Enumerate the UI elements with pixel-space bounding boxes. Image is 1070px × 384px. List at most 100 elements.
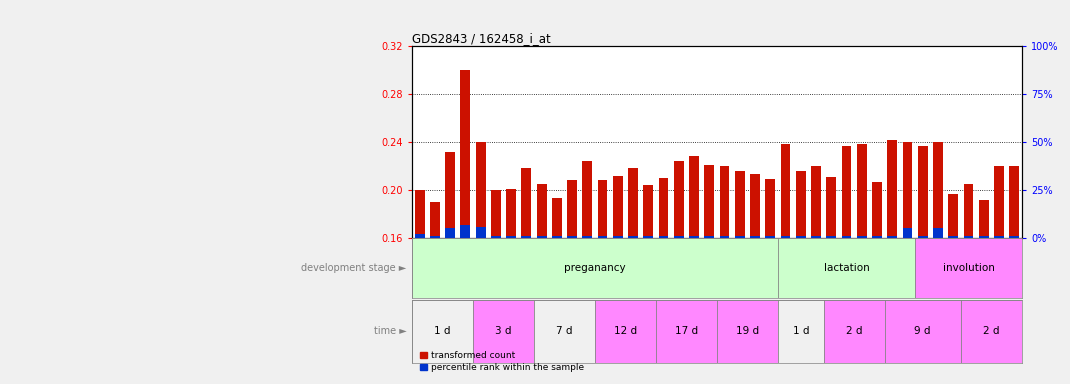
Bar — [582, 161, 593, 238]
Text: lactation: lactation — [824, 263, 870, 273]
Bar — [536, 184, 547, 238]
Bar — [933, 228, 943, 238]
Bar — [979, 200, 989, 238]
Bar — [689, 236, 699, 238]
Bar — [1009, 166, 1020, 238]
Bar — [948, 236, 959, 238]
Bar — [857, 236, 867, 238]
Text: 7 d: 7 d — [556, 326, 572, 336]
Bar — [597, 236, 608, 238]
Text: 1 d: 1 d — [793, 326, 809, 336]
Bar — [445, 152, 455, 238]
Bar — [765, 179, 776, 238]
Bar — [796, 236, 806, 238]
Bar — [719, 236, 730, 238]
Bar — [534, 300, 595, 363]
Text: 2 d: 2 d — [846, 326, 862, 336]
Bar — [643, 185, 654, 238]
Bar — [460, 70, 471, 238]
Bar — [491, 236, 501, 238]
Bar — [811, 166, 821, 238]
Bar — [475, 227, 486, 238]
Bar — [918, 146, 928, 238]
Bar — [778, 300, 824, 363]
Bar — [552, 199, 562, 238]
Bar — [1009, 236, 1020, 238]
Bar — [750, 236, 760, 238]
Text: 17 d: 17 d — [675, 326, 698, 336]
Bar — [811, 236, 821, 238]
Bar — [430, 202, 440, 238]
Bar — [872, 236, 882, 238]
Bar — [536, 236, 547, 238]
Bar — [412, 300, 473, 363]
Bar — [826, 177, 837, 238]
Bar — [613, 176, 623, 238]
Bar — [521, 169, 532, 238]
Bar — [719, 166, 730, 238]
Text: preganancy: preganancy — [564, 263, 626, 273]
Text: development stage ►: development stage ► — [302, 263, 407, 273]
Bar — [963, 236, 974, 238]
Bar — [491, 190, 501, 238]
Bar — [595, 300, 656, 363]
Bar — [780, 144, 791, 238]
Bar — [412, 238, 778, 298]
Bar — [643, 236, 654, 238]
Bar — [765, 236, 776, 238]
Bar — [887, 236, 898, 238]
Bar — [735, 171, 745, 238]
Bar — [717, 300, 778, 363]
Bar — [628, 169, 638, 238]
Bar — [704, 165, 715, 238]
Bar — [597, 180, 608, 238]
Bar — [872, 182, 882, 238]
Bar — [778, 238, 915, 298]
Bar — [506, 189, 516, 238]
Bar — [674, 236, 684, 238]
Bar — [552, 236, 562, 238]
Bar — [824, 300, 885, 363]
Bar — [521, 236, 532, 238]
Bar — [445, 228, 455, 238]
Bar — [841, 146, 852, 238]
Bar — [750, 174, 760, 238]
Bar — [933, 142, 943, 238]
Bar — [857, 144, 867, 238]
Bar — [613, 236, 623, 238]
Bar — [979, 236, 989, 238]
Bar — [918, 236, 928, 238]
Legend: transformed count, percentile rank within the sample: transformed count, percentile rank withi… — [416, 348, 587, 376]
Bar — [887, 140, 898, 238]
Bar — [674, 161, 684, 238]
Bar — [963, 184, 974, 238]
Bar — [475, 142, 486, 238]
Bar — [961, 300, 1022, 363]
Text: 9 d: 9 d — [915, 326, 931, 336]
Bar — [780, 236, 791, 238]
Bar — [582, 236, 593, 238]
Text: 2 d: 2 d — [983, 326, 999, 336]
Text: 3 d: 3 d — [495, 326, 511, 336]
Bar — [796, 171, 806, 238]
Bar — [506, 236, 516, 238]
Text: involution: involution — [943, 263, 994, 273]
Bar — [885, 300, 961, 363]
Bar — [473, 300, 534, 363]
Bar — [430, 236, 440, 238]
Bar — [628, 236, 638, 238]
Bar — [658, 178, 669, 238]
Text: 19 d: 19 d — [736, 326, 759, 336]
Bar — [658, 236, 669, 238]
Bar — [994, 166, 1004, 238]
Bar — [689, 157, 699, 238]
Bar — [414, 190, 425, 238]
Bar — [902, 142, 913, 238]
Bar — [460, 225, 471, 238]
Bar — [915, 238, 1022, 298]
Bar — [414, 234, 425, 238]
Bar — [841, 236, 852, 238]
Text: 1 d: 1 d — [434, 326, 450, 336]
Bar — [704, 236, 715, 238]
Bar — [567, 236, 577, 238]
